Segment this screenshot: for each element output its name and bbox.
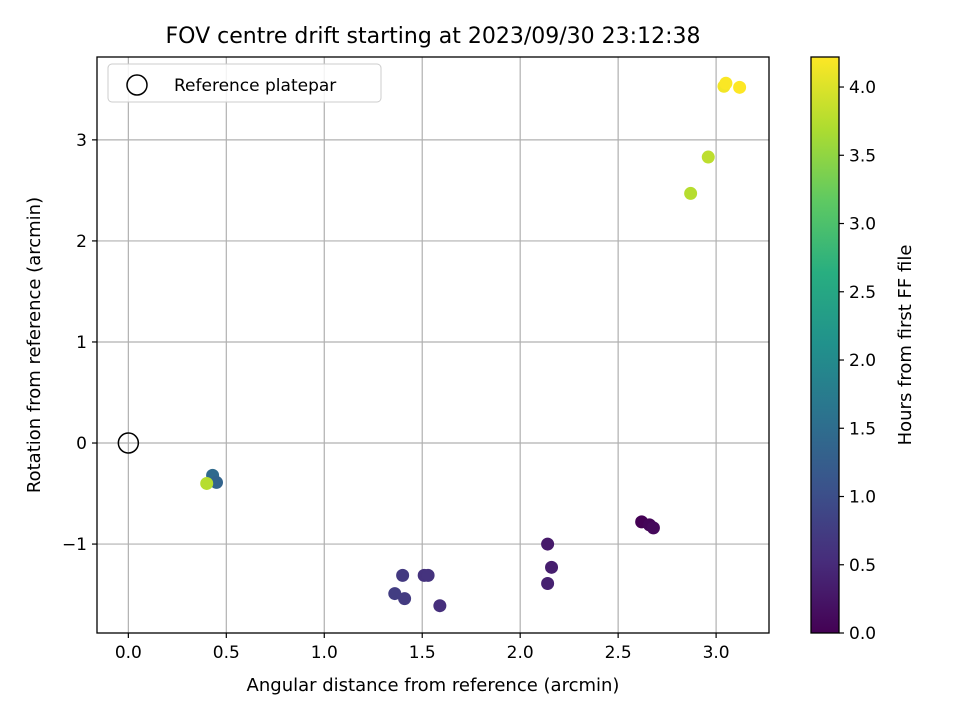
x-tick-label: 2.5 — [605, 643, 632, 663]
reference-platepar-marker — [117, 432, 140, 454]
colorbar-gradient — [811, 57, 839, 633]
grid — [97, 57, 769, 633]
chart-title: FOV centre drift starting at 2023/09/30 … — [166, 24, 701, 49]
scatter-point — [200, 476, 214, 490]
colorbar-tick-label: 1.5 — [849, 419, 876, 439]
x-tick-label: 3.0 — [703, 643, 730, 663]
colorbar-tick-label: 2.0 — [849, 351, 876, 371]
colorbar-frame — [810, 56, 840, 634]
legend-label-reference: Reference platepar — [174, 76, 336, 96]
colorbar-tick-label: 0.0 — [849, 624, 876, 644]
y-tick-label: 2 — [76, 232, 87, 252]
colorbar-tick-label: 0.5 — [849, 556, 876, 576]
scatter-point — [701, 150, 715, 164]
scatter-point — [541, 576, 555, 590]
x-tick-label: 0.0 — [115, 643, 142, 663]
y-tick-label: 1 — [76, 333, 87, 353]
scatter-point — [421, 568, 435, 582]
legend-marker-reference — [126, 74, 148, 96]
y-tick-label: 0 — [76, 434, 87, 454]
data-points — [117, 76, 747, 613]
y-axis-ticks: −1 0 1 2 3 — [62, 131, 97, 555]
x-tick-label: 1.5 — [409, 643, 436, 663]
x-tick-label: 2.0 — [507, 643, 534, 663]
scatter-point — [545, 560, 559, 574]
y-tick-label: −1 — [62, 535, 87, 555]
colorbar-tick-label: 3.5 — [849, 146, 876, 166]
colorbar: 0.0 0.5 1.0 1.5 2.0 2.5 3.0 3.5 4.0 Hours from f… — [810, 56, 916, 644]
y-tick-label: 3 — [76, 131, 87, 151]
scatter-point — [388, 587, 402, 601]
scatter-point — [646, 521, 660, 535]
scatter-point — [398, 592, 412, 606]
x-tick-label: 0.5 — [213, 643, 240, 663]
colorbar-tick-label: 1.0 — [849, 488, 876, 508]
x-axis-label: Angular distance from reference (arcmin) — [247, 675, 620, 696]
scatter-point — [541, 537, 555, 551]
colorbar-tick-label: 3.0 — [849, 215, 876, 235]
scatter-point — [433, 599, 447, 613]
scatter-point — [719, 76, 733, 90]
y-axis-label: Rotation from reference (arcmin) — [24, 197, 45, 493]
colorbar-tick-label: 4.0 — [849, 78, 876, 98]
plot-frame — [96, 56, 770, 634]
scatter-point — [684, 186, 698, 200]
colorbar-tick-label: 2.5 — [849, 283, 876, 303]
x-tick-label: 1.0 — [311, 643, 338, 663]
scatter-point — [396, 568, 410, 582]
x-axis-ticks: 0.0 0.5 1.0 1.5 2.0 2.5 3.0 — [115, 633, 730, 663]
scatter-point — [210, 475, 224, 489]
colorbar-label: Hours from first FF file — [895, 245, 916, 446]
legend-box — [107, 63, 382, 103]
scatter-point — [733, 80, 747, 94]
legend: Reference platepar — [107, 63, 382, 103]
colorbar-ticks: 0.0 0.5 1.0 1.5 2.0 2.5 3.0 3.5 4.0 — [839, 78, 876, 644]
